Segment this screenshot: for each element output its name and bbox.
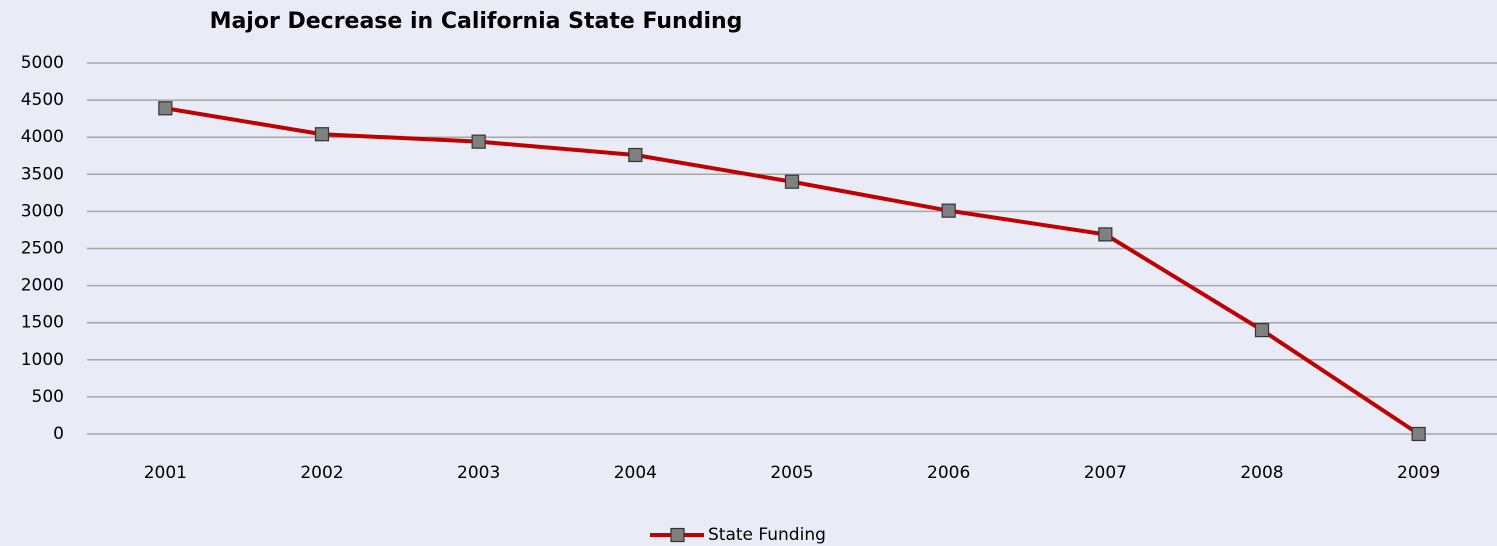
marker [941, 203, 956, 218]
x-tick-label: 2003 [457, 463, 500, 483]
y-tick-label: 2500 [21, 239, 64, 259]
y-tick-label: 1000 [21, 350, 64, 370]
y-tick-label: 4000 [21, 127, 64, 147]
legend-label: State Funding [708, 525, 826, 545]
y-tick-label: 500 [32, 387, 64, 407]
y-tick-label: 4500 [21, 90, 64, 110]
y-tick-label: 5000 [21, 53, 64, 73]
marker [1411, 426, 1426, 442]
chart-title: Major Decrease in California State Fundi… [210, 9, 743, 34]
x-tick-label: 2005 [770, 463, 813, 483]
marker [628, 147, 643, 163]
y-tick-label: 3500 [21, 164, 64, 184]
x-tick-label: 2004 [614, 463, 657, 483]
legend-marker [670, 527, 685, 543]
x-tick-label: 2007 [1084, 463, 1127, 483]
x-tick-label: 2002 [300, 463, 343, 483]
x-tick-label: 2008 [1240, 463, 1283, 483]
x-tick-label: 2006 [927, 463, 970, 483]
marker [1098, 227, 1113, 242]
marker [1254, 323, 1270, 338]
y-tick-label: 0 [53, 424, 64, 444]
y-tick-label: 2000 [21, 276, 64, 296]
y-tick-label: 3000 [21, 201, 64, 221]
marker [314, 127, 330, 142]
marker [471, 134, 486, 149]
x-tick-label: 2009 [1397, 463, 1440, 483]
marker [784, 174, 800, 189]
marker [158, 101, 173, 116]
y-tick-label: 1500 [21, 313, 64, 333]
x-tick-label: 2001 [144, 463, 187, 483]
